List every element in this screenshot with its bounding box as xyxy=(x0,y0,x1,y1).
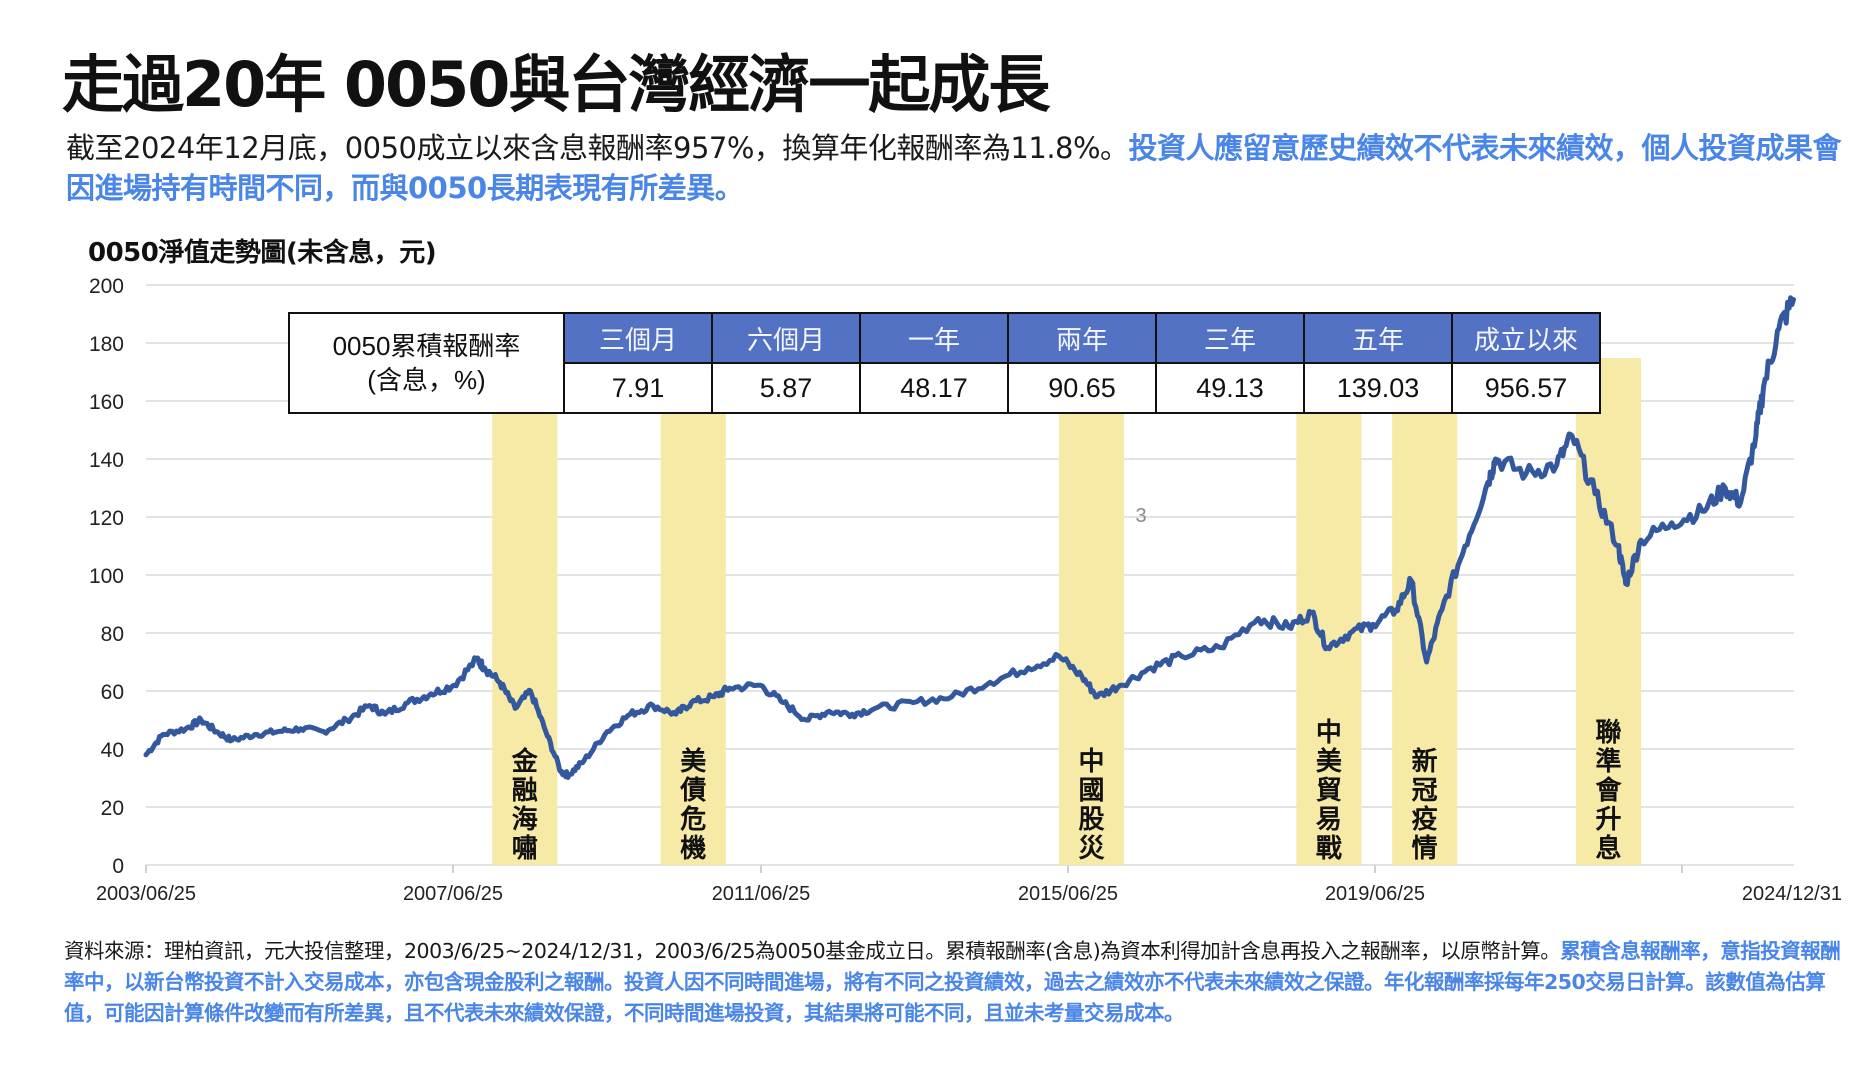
event-band-label-char: 戰 xyxy=(1316,834,1342,864)
y-tick-label: 0 xyxy=(112,855,124,878)
table-header-5y: 五年 xyxy=(1303,312,1453,364)
table-value-3m: 7.91 xyxy=(563,362,713,414)
x-tick-label: 2007/06/25 xyxy=(403,883,503,905)
y-tick-label: 180 xyxy=(89,333,124,356)
y-tick-label: 40 xyxy=(101,739,124,762)
event-band-label-char: 災 xyxy=(1079,834,1106,864)
page-title: 走過20年 0050與台灣經濟一起成長 xyxy=(62,48,1050,121)
table-header-3m: 三個月 xyxy=(563,312,713,364)
event-band-label-char: 股 xyxy=(1079,805,1105,835)
event-band-label-char: 國 xyxy=(1079,776,1105,806)
y-tick-label: 80 xyxy=(101,623,124,646)
table-value-inception: 956.57 xyxy=(1451,362,1601,414)
event-band-label-char: 金 xyxy=(511,746,539,777)
x-tick-label: 2011/06/25 xyxy=(712,883,811,905)
event-band xyxy=(660,412,726,865)
event-band-label-char: 冠 xyxy=(1412,776,1438,806)
event-band-label-char: 嘯 xyxy=(512,834,538,864)
intro-paragraph: 截至2024年12月底，0050成立以來含息報酬率957%，換算年化報酬率為11… xyxy=(66,128,1856,208)
table-value-1y: 48.17 xyxy=(859,362,1009,414)
table-row-label: 0050累積報酬率 (含息，%) xyxy=(288,312,565,414)
event-band-label-char: 中 xyxy=(1316,718,1342,748)
table-header-3y: 三年 xyxy=(1155,312,1305,364)
chart-title: 0050淨值走勢圖(未含息，元) xyxy=(88,238,437,268)
table-value-6m: 5.87 xyxy=(711,362,861,414)
event-band-label-char: 機 xyxy=(680,834,706,864)
table-header-1y: 一年 xyxy=(859,312,1009,364)
footnote-disclaimer: 累積含息報酬率，意指投資報酬率中，以新台幣投資不計入交易成本，亦包含現金股利之報… xyxy=(64,939,1841,1025)
event-band-label-char: 貿 xyxy=(1316,776,1342,806)
y-tick-label: 120 xyxy=(89,507,124,530)
event-band xyxy=(492,412,558,865)
event-band-label-char: 危 xyxy=(680,804,706,835)
nav-line-series xyxy=(143,295,1796,780)
event-band-label-char: 易 xyxy=(1316,805,1342,835)
footnote-source: 資料來源：理柏資訊，元大投信整理，2003/6/25~2024/12/31，20… xyxy=(64,939,1561,963)
x-tick-label: 2015/06/25 xyxy=(1018,883,1118,905)
event-band xyxy=(1575,358,1642,865)
table-label-line2: (含息，%) xyxy=(367,365,486,395)
event-band-label-char: 中 xyxy=(1079,747,1105,777)
event-band-label-char: 聯 xyxy=(1595,718,1621,748)
table-value-5y: 139.03 xyxy=(1303,362,1453,414)
event-band-label-char: 升 xyxy=(1595,805,1621,835)
table-header-inception: 成立以來 xyxy=(1451,312,1601,364)
y-tick-label: 200 xyxy=(89,275,124,298)
table-label-line1: 0050累積報酬率 xyxy=(332,331,521,361)
event-band-label-char: 海 xyxy=(512,805,538,835)
intro-highlight-text: 投資人應留意歷史績效不代表未來績效，個人投資成果會因進場持有時間不同，而與005… xyxy=(66,131,1842,205)
x-tick-label: 2024/12/31 xyxy=(1742,883,1842,905)
event-band-label-char: 會 xyxy=(1595,775,1622,806)
intro-plain-text: 截至2024年12月底，0050成立以來含息報酬率957%，換算年化報酬率為11… xyxy=(66,131,1129,165)
x-axis-ticks: 2003/06/25 2007/06/25 2011/06/25 2015/06/25… xyxy=(96,865,1842,905)
event-band-label-char: 債 xyxy=(679,776,706,806)
event-band-label-char: 美 xyxy=(680,746,706,777)
table-header-2y: 兩年 xyxy=(1007,312,1157,364)
stray-page-marker: 3 xyxy=(1135,505,1146,527)
x-tick-label: 2019/06/25 xyxy=(1325,883,1425,905)
y-tick-label: 20 xyxy=(101,797,124,820)
x-tick-label: 2003/06/25 xyxy=(96,883,196,905)
event-band-label-char: 新 xyxy=(1412,746,1438,777)
event-band xyxy=(1058,412,1125,865)
table-value-3y: 49.13 xyxy=(1155,362,1305,414)
event-band-label-char: 息 xyxy=(1595,833,1621,864)
event-bands xyxy=(492,358,1642,865)
event-band-label-char: 情 xyxy=(1412,834,1438,864)
event-band-label-char: 疫 xyxy=(1412,804,1438,835)
table-value-2y: 90.65 xyxy=(1007,362,1157,414)
table-header-6m: 六個月 xyxy=(711,312,861,364)
event-band-label-char: 美 xyxy=(1316,746,1342,777)
footnote: 資料來源：理柏資訊，元大投信整理，2003/6/25~2024/12/31，20… xyxy=(64,936,1854,1029)
y-tick-label: 100 xyxy=(89,565,124,588)
y-tick-label: 160 xyxy=(89,391,124,414)
y-axis-ticks: 0 20 40 60 80 100 120 140 160 180 200 xyxy=(89,275,124,878)
event-band-label-char: 融 xyxy=(512,776,538,806)
y-tick-label: 140 xyxy=(89,449,124,472)
y-tick-label: 60 xyxy=(101,681,124,704)
event-band-label-char: 準 xyxy=(1595,746,1621,777)
cumulative-return-table: 0050累積報酬率 (含息，%) 三個月 六個月 一年 兩年 三年 五年 成立以… xyxy=(288,312,1601,414)
